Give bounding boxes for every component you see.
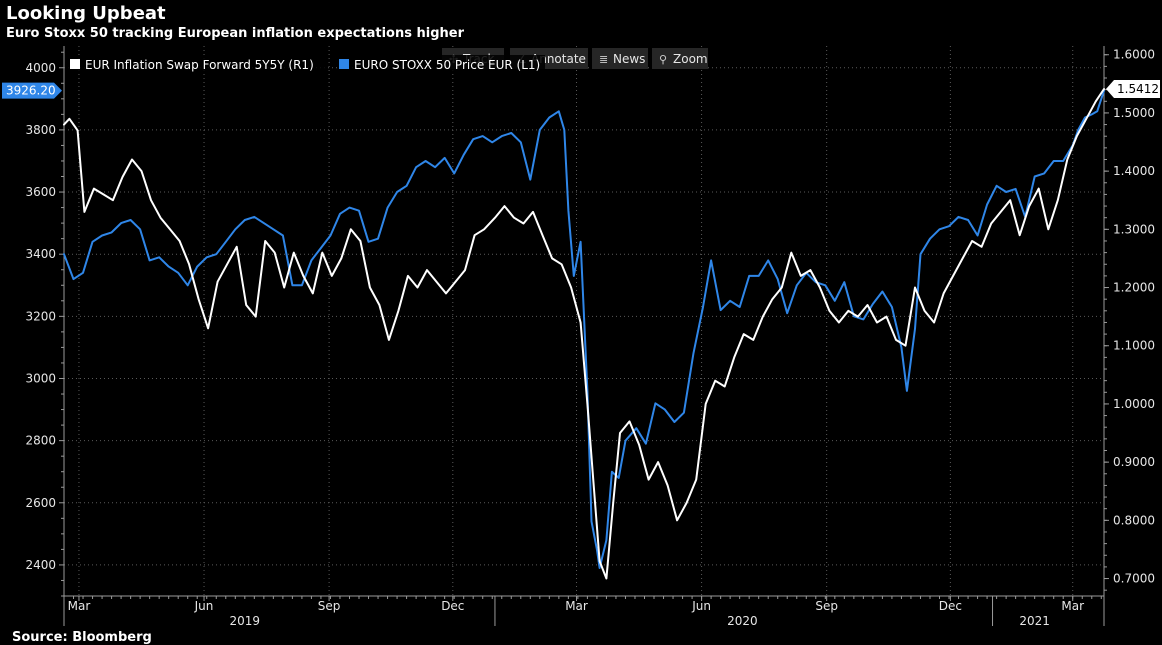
right-tick-label: 0.9000 <box>1113 455 1155 469</box>
left-tick-label: 2600 <box>25 496 56 510</box>
legend-swatch <box>339 59 349 69</box>
toolbar-button-bg <box>592 48 648 69</box>
left-marker-bg <box>2 82 62 99</box>
left-current-value-marker: 3926.20 <box>2 82 62 99</box>
right-marker-bg <box>1106 79 1160 98</box>
x-tick-label: Mar <box>1061 599 1084 613</box>
x-tick-label: Dec <box>939 599 962 613</box>
toolbar-zoom-button[interactable]: ⚲ Zoom <box>652 48 708 69</box>
legend-stoxx: EURO STOXX 50 Price EUR (L1) <box>337 55 545 74</box>
chart-subtitle: Euro Stoxx 50 tracking European inflatio… <box>6 26 465 41</box>
left-tick-label: 2800 <box>25 434 56 448</box>
x-tick-label: Mar <box>68 599 91 613</box>
x-tick-label: Sep <box>815 599 838 613</box>
legend-bg <box>68 55 326 74</box>
news-icon: ≣ <box>599 53 608 66</box>
right-tick-label: 1.0000 <box>1113 397 1155 411</box>
left-tick-label: 3400 <box>25 247 56 261</box>
zoom-icon: ⚲ <box>659 53 667 66</box>
right-tick-label: 0.7000 <box>1113 572 1155 586</box>
stoxx-series-line <box>63 89 1105 569</box>
toolbar-label: News <box>613 52 645 66</box>
right-marker-label: 1.5412 <box>1117 82 1159 96</box>
right-current-value-marker: 1.5412 <box>1106 79 1160 98</box>
axis-layer: 2400 2600 2800 3000 3200 3400 3600 3800 4000 0.70… <box>25 46 1155 628</box>
x-tick-label: Mar <box>565 599 588 613</box>
left-tick-label: 4000 <box>25 61 56 75</box>
right-tick-label: 1.3000 <box>1113 222 1155 236</box>
legend-label: EURO STOXX 50 Price EUR (L1) <box>354 58 540 72</box>
left-tick-label: 2400 <box>25 558 56 572</box>
left-tick-label: 3200 <box>25 309 56 323</box>
x-tick-label: Jun <box>691 599 711 613</box>
right-tick-label: 1.6000 <box>1113 48 1155 62</box>
year-label: 2019 <box>230 614 261 628</box>
left-marker-label: 3926.20 <box>6 84 56 98</box>
toolbar-label: Zoom <box>673 52 708 66</box>
inflation-series-line <box>63 88 1105 580</box>
year-label: 2020 <box>727 614 758 628</box>
legend-label: EUR Inflation Swap Forward 5Y5Y (R1) <box>85 58 314 72</box>
toolbar-button-bg <box>652 48 708 69</box>
left-tick-label: 3800 <box>25 123 56 137</box>
right-tick-label: 1.2000 <box>1113 281 1155 295</box>
year-label: 2021 <box>1019 614 1050 628</box>
legend-swatch <box>70 59 80 69</box>
chart-title: Looking Upbeat <box>6 3 166 24</box>
series-layer <box>63 88 1105 580</box>
x-tick-label: Sep <box>318 599 341 613</box>
source-note: Source: Bloomberg <box>12 630 152 645</box>
legend-bg <box>337 55 545 74</box>
x-tick-label: Jun <box>194 599 214 613</box>
toolbar-news-button[interactable]: ≣ News <box>592 48 648 69</box>
right-tick-label: 1.4000 <box>1113 164 1155 178</box>
legend: EUR Inflation Swap Forward 5Y5Y (R1) EURO… <box>68 55 545 74</box>
left-tick-label: 3600 <box>25 185 56 199</box>
left-tick-label: 3000 <box>25 371 56 385</box>
value-markers: 3926.20 1.5412 <box>2 79 1160 99</box>
legend-inflation: EUR Inflation Swap Forward 5Y5Y (R1) <box>68 55 326 74</box>
x-tick-label: Dec <box>441 599 464 613</box>
right-tick-label: 1.1000 <box>1113 339 1155 353</box>
right-tick-label: 1.5000 <box>1113 106 1155 120</box>
right-tick-label: 0.8000 <box>1113 513 1155 527</box>
